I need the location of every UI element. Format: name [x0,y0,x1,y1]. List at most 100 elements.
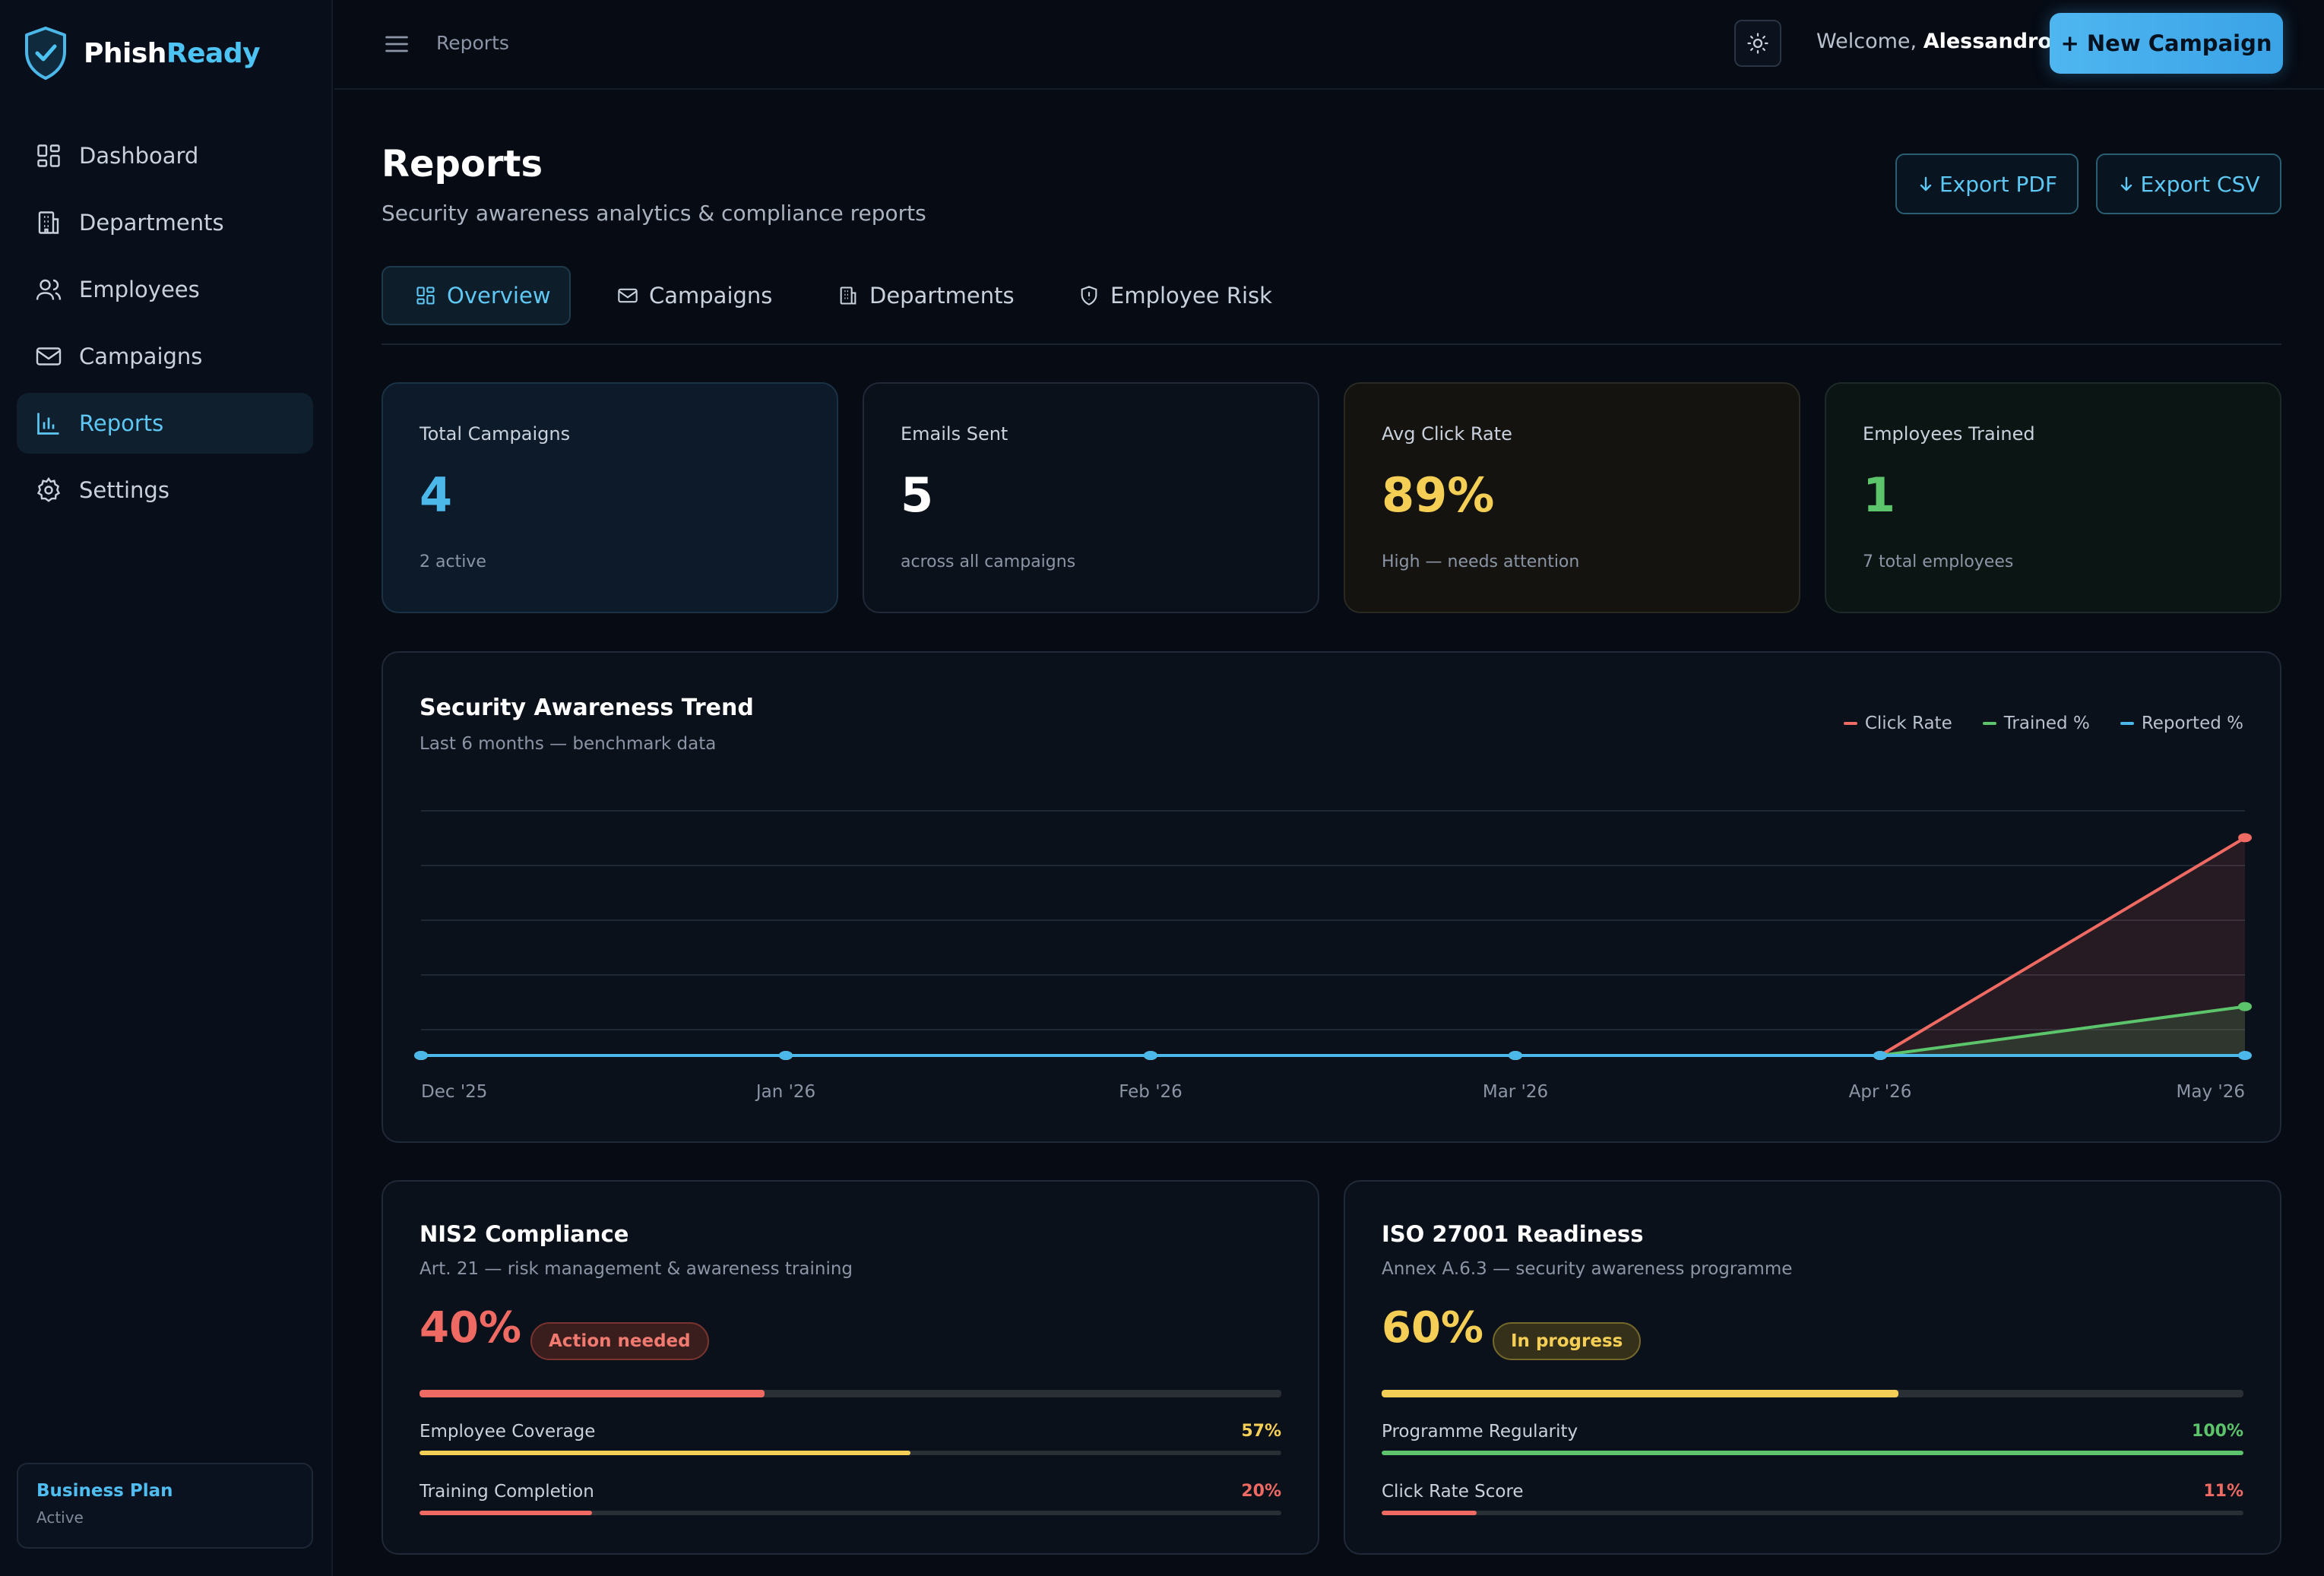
stat-card-avg-click-rate: Avg Click Rate 89% High — needs attentio… [1344,382,1800,613]
sidebar-item-departments[interactable]: Departments [17,192,313,253]
chart-x-tick-label: Dec '25 [421,1082,487,1102]
theme-toggle-button[interactable] [1734,20,1781,67]
mail-icon [36,347,62,366]
export-csv-label: Export CSV [2140,171,2260,197]
metric-value: 20% [1241,1482,1281,1501]
metric-progress-bar [1382,1451,2243,1455]
progress-fill [1382,1451,2243,1455]
legend-item-reported[interactable]: Reported % [2120,714,2243,733]
hamburger-menu-icon[interactable] [383,30,410,58]
export-pdf-label: Export PDF [1939,171,2058,197]
welcome-prefix: Welcome, [1816,30,1917,53]
stat-label: Employees Trained [1863,423,2035,445]
progress-fill [420,1511,592,1515]
status-badge: In progress [1493,1322,1642,1360]
tab-overview[interactable]: Overview [382,266,571,325]
chart-x-tick-label: Feb '26 [1119,1082,1183,1102]
tab-label: Employee Risk [1110,283,1272,309]
compliance-title: NIS2 Compliance [420,1221,629,1247]
tab-label: Departments [869,283,1015,309]
page-subtitle: Security awareness analytics & complianc… [382,201,926,226]
arrow-down-icon [2121,176,2132,191]
brand-logo[interactable]: PhishReady [23,26,261,81]
sidebar-item-settings[interactable]: Settings [17,460,313,521]
legend-item-trained[interactable]: Trained % [1982,714,2090,733]
sidebar-item-campaigns[interactable]: Campaigns [17,326,313,387]
chart-data-point [1144,1051,1157,1060]
new-campaign-button[interactable]: + New Campaign [2050,13,2283,74]
tab-label: Overview [447,283,551,309]
legend-swatch [1843,722,1857,725]
gear-icon [36,476,61,502]
tab-label: Campaigns [649,283,773,309]
plan-name: Business Plan [36,1481,173,1501]
sidebar-item-label: Campaigns [79,343,203,369]
bar-chart-icon [37,413,59,435]
compliance-percent: 60% [1382,1303,1484,1353]
chart-legend: Click Rate Trained % Reported % [1813,714,2243,733]
sidebar-item-reports[interactable]: Reports [17,393,313,454]
chart-x-tick-label: Jan '26 [755,1082,815,1102]
building-icon [38,211,59,234]
tab-employee-risk[interactable]: Employee Risk [1062,266,1290,325]
metric-label: Employee Coverage [420,1422,596,1442]
chart-x-tick-label: May '26 [2177,1082,2245,1102]
metric-label: Click Rate Score [1382,1482,1524,1502]
stat-value: 4 [420,467,453,523]
chart-data-point [414,1051,428,1060]
compliance-title: ISO 27001 Readiness [1382,1221,1644,1247]
progress-fill [1382,1390,1899,1397]
arrow-down-icon [1920,176,1932,191]
sidebar-item-employees[interactable]: Employees [17,259,313,320]
iso27001-readiness-card: ISO 27001 Readiness Annex A.6.3 — securi… [1344,1180,2281,1555]
sidebar-item-label: Dashboard [79,143,199,169]
chart-data-point [779,1051,793,1060]
sidebar-item-label: Reports [79,410,164,436]
chart-x-tick-label: Mar '26 [1483,1082,1548,1102]
mail-icon [618,288,638,303]
sidebar-item-label: Departments [79,210,224,236]
compliance-progress-bar [420,1390,1281,1397]
tab-campaigns[interactable]: Campaigns [600,266,790,325]
sidebar: PhishReady Dashboard Departments Emp [0,0,333,1576]
legend-swatch [2120,722,2134,725]
stat-card-total-campaigns: Total Campaigns 4 2 active [382,382,838,613]
sidebar-item-dashboard[interactable]: Dashboard [17,125,313,186]
trend-chart-card: Dec '25 Jan '26 Feb '26 Mar '26 Apr '26 May '… [382,651,2281,1143]
compliance-progress-bar [1382,1390,2243,1397]
stat-label: Avg Click Rate [1382,423,1512,445]
chart-title: Security Awareness Trend [420,695,754,721]
legend-swatch [1982,722,1996,725]
legend-label: Click Rate [1864,714,1952,733]
export-csv-button[interactable]: Export CSV [2096,153,2281,214]
legend-label: Trained % [2003,714,2090,733]
chart-data-point [1873,1051,1887,1060]
stat-value: 5 [901,467,934,523]
chart-data-point [2238,1002,2252,1011]
chart-data-point [1509,1051,1522,1060]
plan-status: Active [36,1508,84,1527]
shield-check-icon [25,27,66,80]
chart-data-point [2238,1051,2252,1060]
metric-label: Training Completion [420,1482,594,1502]
metric-progress-bar [1382,1511,2243,1515]
shield-icon [1081,286,1097,305]
stat-subtext: 7 total employees [1863,552,2014,571]
plan-card[interactable]: Business Plan Active [17,1463,313,1549]
legend-label: Reported % [2141,714,2243,733]
nis2-compliance-card: NIS2 Compliance Art. 21 — risk managemen… [382,1180,1319,1555]
stat-card-employees-trained: Employees Trained 1 7 total employees [1825,382,2281,613]
compliance-subtitle: Art. 21 — risk management & awareness tr… [420,1259,853,1279]
tab-departments[interactable]: Departments [821,266,1033,325]
legend-item-click-rate[interactable]: Click Rate [1843,714,1952,733]
metric-label: Programme Regularity [1382,1422,1578,1442]
export-pdf-button[interactable]: Export PDF [1895,153,2079,214]
stat-value: 1 [1863,467,1896,523]
progress-fill [1382,1511,1477,1515]
stat-label: Total Campaigns [420,423,571,445]
report-tabs: Overview Campaigns Departments Employee … [382,266,2281,345]
breadcrumb: Reports [436,32,509,54]
metric-progress-bar [420,1511,1281,1515]
sidebar-item-label: Employees [79,277,200,302]
